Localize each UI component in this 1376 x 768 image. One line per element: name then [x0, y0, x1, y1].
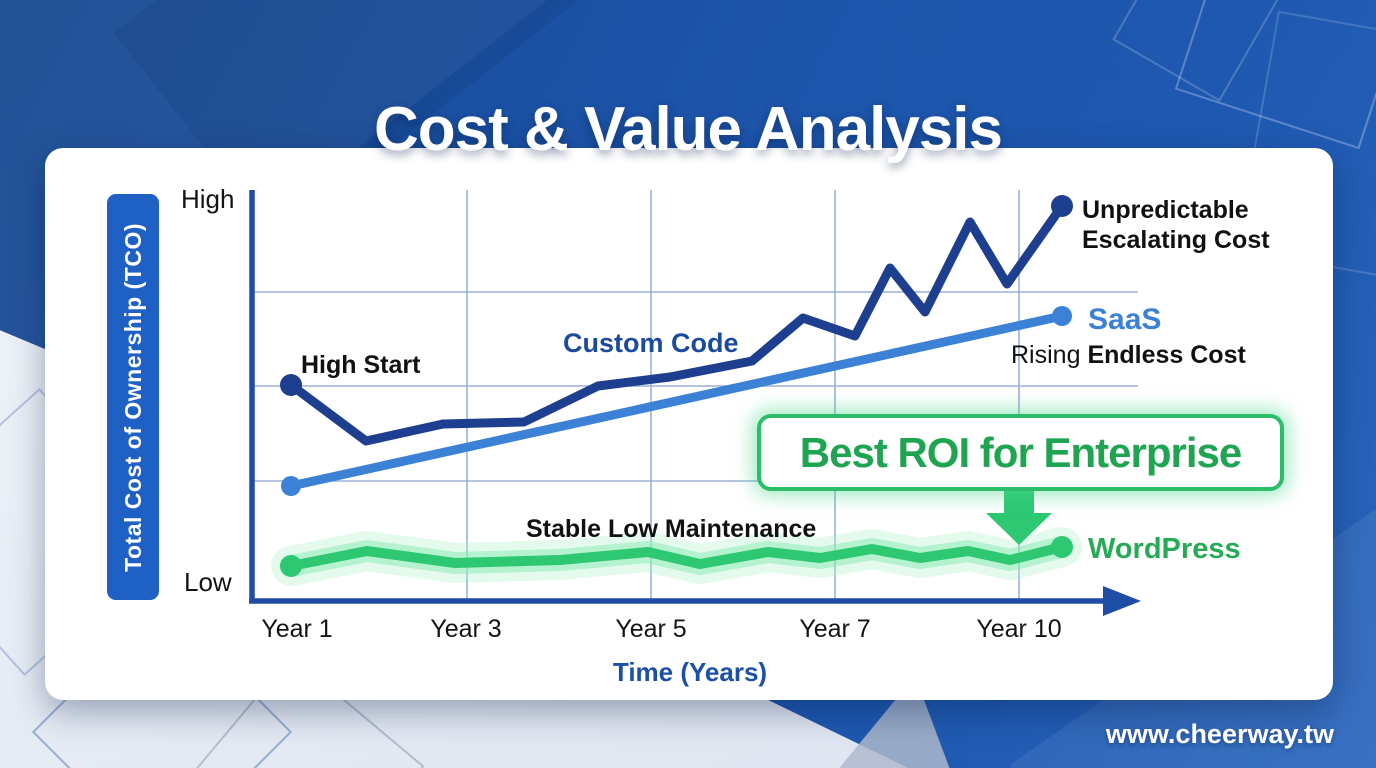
x-tick-year-5: Year 5 — [615, 615, 687, 643]
y-axis-title-bar: Total Cost of Ownership (TCO) — [107, 194, 159, 600]
website-url: www.cheerway.tw — [1105, 719, 1334, 749]
x-tick-year-10: Year 10 — [976, 615, 1062, 643]
callout-text: Best ROI for Enterprise — [799, 428, 1242, 476]
annotation-line1: Unpredictable — [1082, 196, 1249, 224]
annotation-unpredictable-escalating-cost: Unpredictable Escalating Cost — [1082, 195, 1270, 255]
callout-best-roi: Best ROI for Enterprise — [757, 414, 1284, 491]
x-axis-title: Time (Years) — [612, 657, 768, 687]
y-tick-low: Low — [184, 567, 232, 597]
annotation-rising: Rising — [1011, 341, 1081, 369]
series-label-custom-code: Custom Code — [563, 328, 739, 358]
annotation-high-start: High Start — [301, 351, 421, 379]
series-label-wordpress: WordPress — [1088, 533, 1241, 565]
x-tick-year-3: Year 3 — [430, 615, 502, 643]
x-tick-year-7: Year 7 — [799, 615, 871, 643]
x-tick-year-1: Year 1 — [261, 615, 333, 643]
y-axis-title: Total Cost of Ownership (TCO) — [119, 222, 146, 572]
series-label-saas: SaaS — [1088, 303, 1162, 336]
annotation-endless-cost: Endless Cost — [1087, 341, 1246, 369]
annotation-rising-endless-cost: Rising Endless Cost — [1011, 341, 1246, 370]
y-tick-high: High — [181, 184, 235, 214]
page-title: Cost & Value Analysis — [374, 94, 1003, 164]
annotation-stable-low-maintenance: Stable Low Maintenance — [526, 515, 817, 543]
annotation-line2: Escalating Cost — [1082, 226, 1270, 254]
